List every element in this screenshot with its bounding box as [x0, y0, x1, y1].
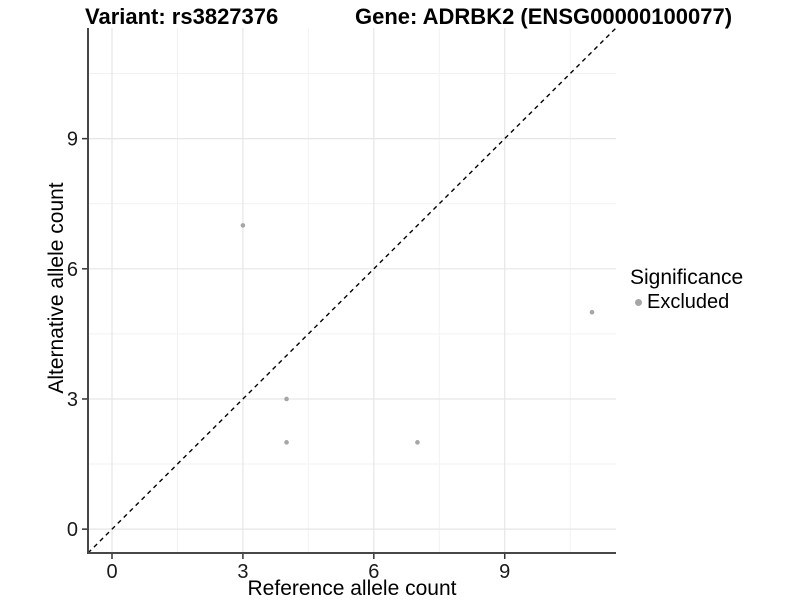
plot-title-variant: Variant: rs3827376	[85, 4, 279, 29]
data-point	[415, 440, 420, 445]
identity-line	[87, 27, 617, 554]
x-tick-label: 6	[368, 561, 379, 583]
legend-item-label: Excluded	[647, 291, 730, 313]
data-point	[284, 440, 289, 445]
legend-item: Excluded	[635, 291, 743, 313]
y-tick-label: 9	[67, 129, 78, 151]
plot-title-gene: Gene: ADRBK2 (ENSG00000100077)	[355, 4, 733, 29]
x-tick-label: 0	[106, 561, 117, 583]
legend-key-dot-icon	[635, 298, 642, 306]
data-point	[589, 309, 595, 315]
y-tick-label: 0	[67, 519, 78, 541]
legend: Significance Excluded	[628, 266, 743, 313]
x-tick-label: 9	[499, 561, 510, 583]
x-axis-title: Reference allele count	[247, 577, 457, 600]
data-point	[284, 396, 289, 402]
y-tick-label: 6	[67, 259, 78, 281]
legend-title: Significance	[630, 266, 744, 289]
y-axis-title: Alternative allele count	[45, 182, 68, 394]
y-tick-label: 3	[67, 389, 78, 411]
x-tick-label: 3	[237, 561, 248, 583]
data-point	[240, 223, 246, 228]
